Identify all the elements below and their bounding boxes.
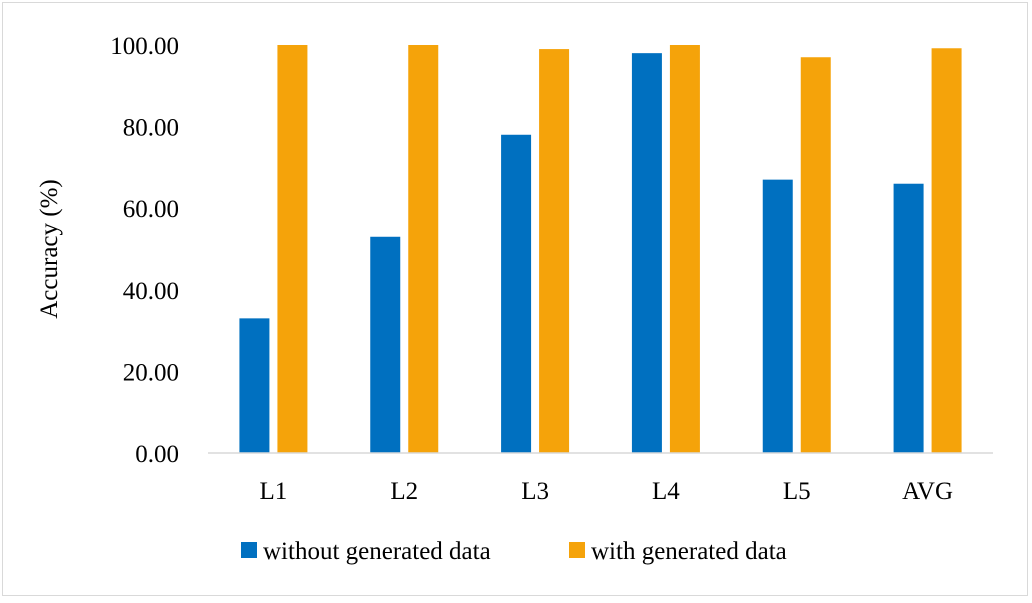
- x-tick-label: L3: [521, 478, 549, 505]
- legend: without generated data with generated dat…: [241, 538, 787, 565]
- y-axis-ticks: 0.00 20.00 40.00 60.00 80.00 100.00: [110, 33, 179, 468]
- x-tick-label: L4: [652, 478, 680, 505]
- y-tick-label: 100.00: [110, 33, 179, 60]
- y-tick-label: 40.00: [123, 278, 179, 305]
- y-tick-label: 0.00: [135, 441, 179, 468]
- bar-with-l5: [800, 57, 831, 454]
- x-tick-label: L5: [783, 478, 811, 505]
- legend-swatch: [569, 542, 585, 558]
- bar-with-l3: [539, 49, 570, 454]
- bar-without-l1: [239, 318, 270, 453]
- y-tick-label: 80.00: [123, 115, 179, 142]
- x-axis-ticks: L1 L2 L3 L4 L5 AVG: [260, 478, 954, 505]
- bar-without-l2: [370, 236, 401, 453]
- x-tick-label: L2: [390, 478, 418, 505]
- legend-swatch: [241, 542, 257, 558]
- bar-without-avg: [893, 183, 924, 453]
- bars: [239, 45, 962, 454]
- y-tick-label: 60.00: [123, 196, 179, 223]
- bar-with-l4: [669, 45, 700, 453]
- legend-label: with generated data: [591, 538, 787, 565]
- x-tick-label: L1: [260, 478, 288, 505]
- legend-label: without generated data: [263, 538, 491, 565]
- bar-with-l1: [277, 45, 308, 453]
- bar-with-avg: [931, 48, 962, 453]
- bar-without-l3: [501, 134, 532, 453]
- y-axis-title: Accuracy (%): [36, 179, 63, 319]
- x-tick-label: AVG: [902, 478, 953, 505]
- bar-with-l2: [408, 45, 439, 453]
- y-tick-label: 20.00: [123, 359, 179, 386]
- bar-chart: Accuracy (%) 0.00 20.00 40.00 60.00 80.00 100…: [36, 33, 993, 565]
- bar-without-l5: [762, 179, 793, 453]
- bar-without-l4: [631, 53, 662, 453]
- chart-frame: Accuracy (%) 0.00 20.00 40.00 60.00 80.00 100…: [2, 2, 1028, 596]
